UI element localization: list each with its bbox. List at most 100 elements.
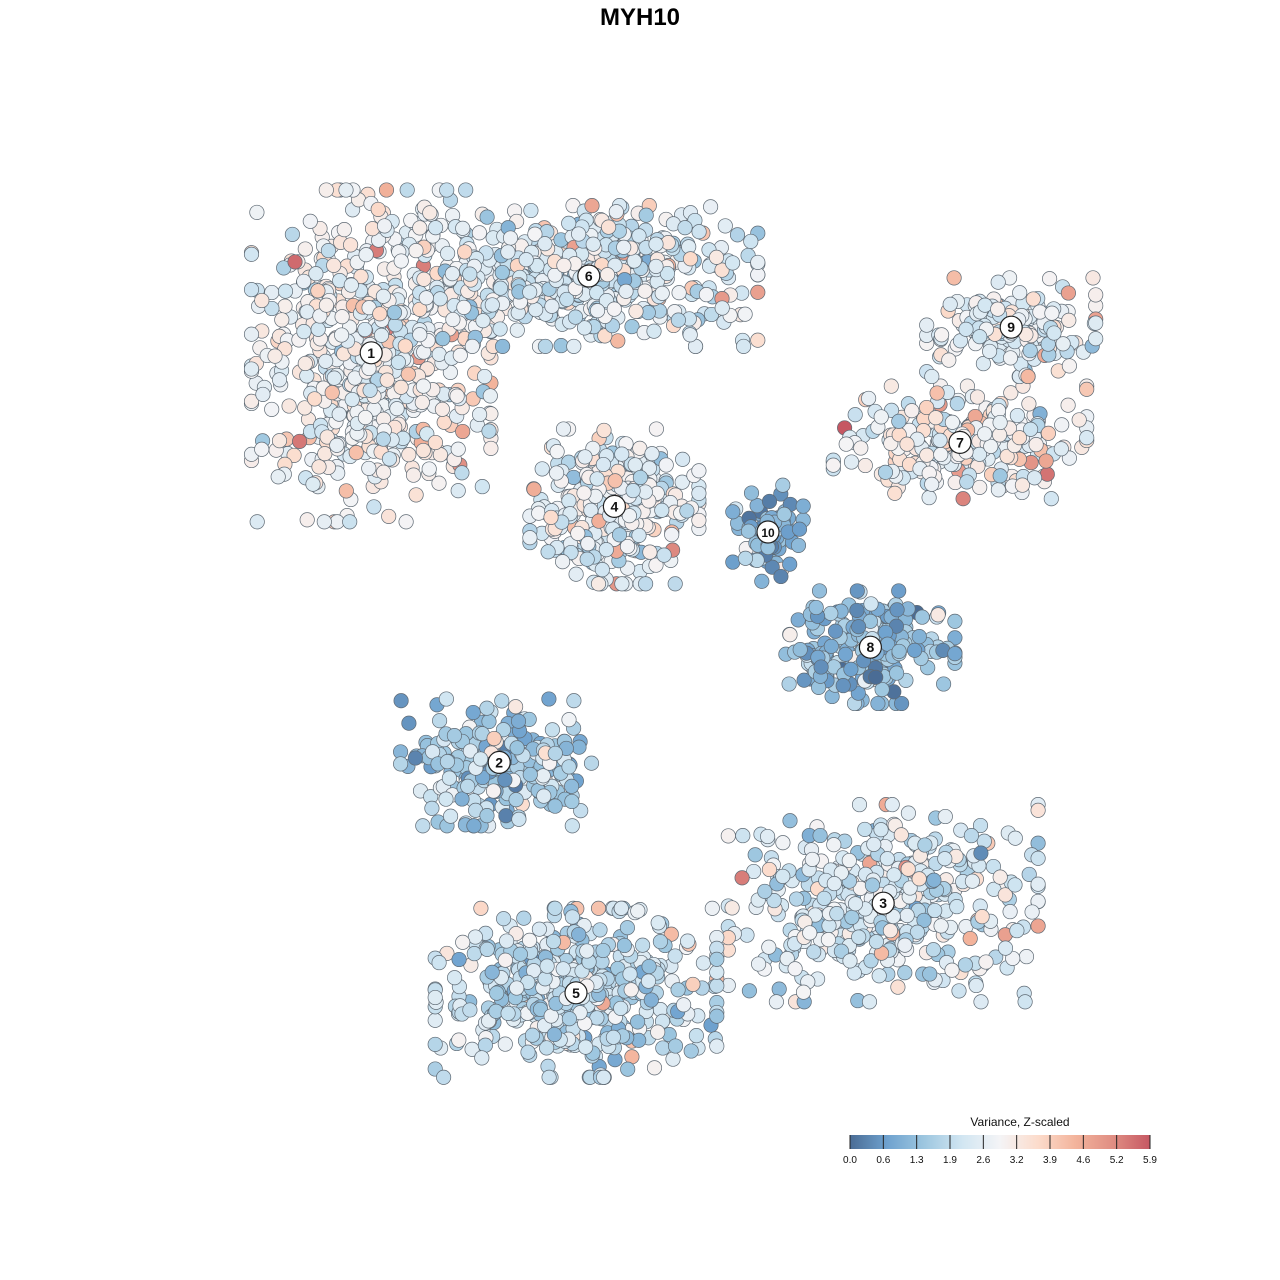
point-cluster-1: [318, 297, 334, 313]
color-legend: 0.0 0.6 1.3 1.9 2.6 3.2 3.9 4.6 5.2 5.9: [843, 1135, 1157, 1166]
point-cluster-8: [891, 583, 907, 599]
point-cluster-3: [951, 983, 967, 999]
point-cluster-7: [929, 385, 945, 401]
point-cluster-2: [510, 713, 527, 729]
point-cluster-3: [804, 851, 820, 867]
point-cluster-4: [667, 576, 683, 592]
point-cluster-3: [775, 835, 791, 851]
point-cluster-5: [613, 1000, 629, 1016]
point-cluster-6: [589, 303, 606, 319]
point-cluster-10: [764, 559, 780, 575]
point-cluster-5: [484, 964, 500, 980]
point-cluster-9: [1088, 331, 1104, 347]
point-cluster-8: [808, 599, 824, 616]
point-cluster-6: [455, 220, 471, 236]
point-cluster-1: [287, 254, 303, 270]
point-cluster-6: [537, 236, 553, 252]
point-cluster-8: [796, 672, 812, 688]
point-cluster-5: [509, 980, 525, 996]
point-cluster-3: [771, 981, 787, 997]
point-cluster-2: [561, 759, 577, 775]
point-cluster-1: [358, 247, 374, 263]
point-cluster-3: [873, 822, 889, 838]
point-cluster-5: [431, 955, 447, 971]
point-cluster-6: [523, 202, 539, 219]
point-cluster-6: [571, 226, 587, 242]
point-cluster-2: [535, 768, 551, 784]
point-cluster-2: [494, 693, 510, 709]
point-cluster-5: [539, 958, 555, 974]
point-cluster-1: [454, 465, 470, 481]
point-cluster-4: [555, 421, 572, 437]
point-cluster-5: [640, 973, 657, 989]
point-cluster-7: [1054, 417, 1070, 433]
point-cluster-2: [438, 691, 454, 707]
point-cluster-9: [942, 296, 958, 312]
point-cluster-4: [589, 471, 605, 487]
point-cluster-1: [302, 213, 318, 229]
point-cluster-3: [761, 861, 777, 878]
point-cluster-2: [509, 740, 525, 756]
point-cluster-7: [887, 485, 903, 501]
point-cluster-1: [477, 368, 493, 385]
point-cluster-9: [982, 343, 998, 359]
point-cluster-5: [579, 943, 595, 959]
point-cluster-1: [296, 273, 312, 289]
point-cluster-1: [431, 475, 447, 491]
point-cluster-7: [972, 479, 988, 495]
point-cluster-3: [806, 944, 822, 960]
point-cluster-1: [450, 441, 466, 457]
point-cluster-4: [577, 449, 593, 465]
point-cluster-2: [511, 811, 527, 827]
point-cluster-1: [249, 204, 265, 220]
point-cluster-8: [930, 607, 946, 623]
point-cluster-2: [495, 722, 512, 738]
point-cluster-5: [474, 1050, 490, 1066]
point-cluster-9: [1061, 358, 1077, 374]
point-cluster-1: [381, 508, 397, 524]
point-cluster-3: [826, 837, 842, 853]
point-cluster-5: [500, 1005, 516, 1021]
point-cluster-1: [281, 398, 297, 414]
point-cluster-2: [466, 818, 482, 834]
point-cluster-5: [709, 1038, 725, 1054]
point-cluster-3: [757, 883, 773, 899]
point-cluster-2: [415, 818, 431, 834]
point-cluster-1: [270, 469, 286, 485]
point-cluster-5: [620, 1061, 636, 1077]
point-cluster-2: [424, 800, 440, 816]
point-cluster-3: [826, 876, 842, 892]
point-cluster-4: [631, 527, 647, 543]
point-cluster-6: [638, 207, 654, 223]
point-cluster-1: [324, 385, 340, 401]
point-cluster-3: [812, 827, 828, 844]
cluster-label-4: 4: [602, 494, 627, 518]
point-cluster-1: [310, 321, 326, 337]
point-cluster-5: [641, 958, 657, 975]
point-cluster-1: [362, 382, 378, 398]
point-cluster-9: [975, 356, 991, 372]
point-cluster-5: [709, 964, 725, 980]
point-cluster-1: [255, 386, 271, 402]
point-cluster-2: [508, 792, 524, 808]
point-cluster-6: [624, 319, 640, 335]
point-cluster-4: [611, 527, 628, 543]
point-cluster-1: [297, 241, 313, 257]
point-cluster-4: [580, 536, 596, 552]
point-cluster-4: [691, 485, 707, 501]
point-cluster-7: [924, 476, 940, 492]
point-cluster-1: [357, 409, 373, 426]
point-cluster-3: [816, 890, 832, 906]
cluster-label-6: 6: [577, 264, 601, 288]
legend-tick-label: 0.0: [843, 1155, 857, 1166]
point-cluster-7: [904, 403, 920, 419]
point-cluster-5: [497, 1036, 513, 1052]
point-cluster-4: [594, 562, 610, 578]
point-cluster-1: [421, 461, 437, 477]
point-cluster-1: [474, 479, 490, 495]
point-cluster-3: [962, 930, 978, 947]
point-cluster-3: [899, 907, 915, 924]
point-cluster-6: [610, 333, 626, 349]
point-cluster-1: [320, 243, 336, 259]
